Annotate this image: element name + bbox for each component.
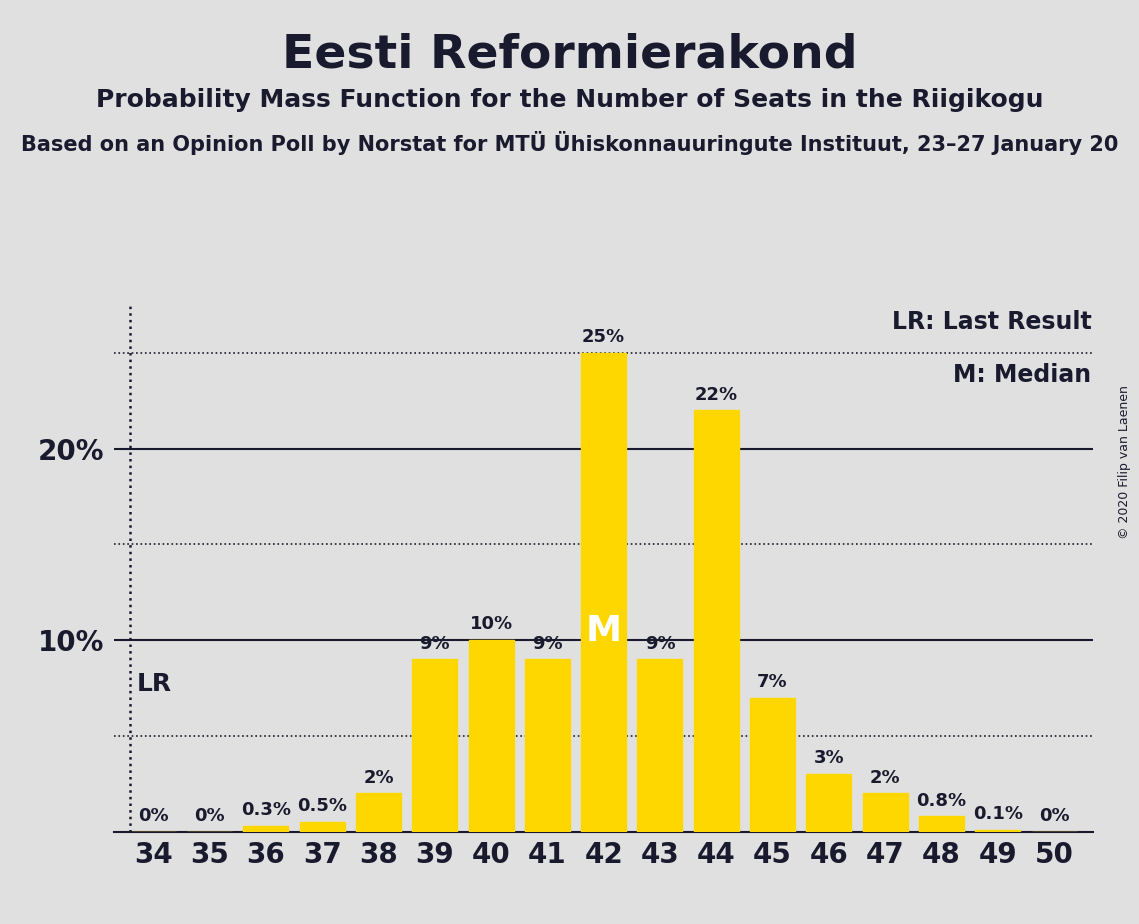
Text: LR: LR (137, 672, 172, 696)
Text: 7%: 7% (757, 673, 788, 691)
Text: Based on an Opinion Poll by Norstat for MTÜ Ühiskonnauuringute Instituut, 23–27 : Based on an Opinion Poll by Norstat for … (21, 131, 1118, 155)
Text: Probability Mass Function for the Number of Seats in the Riigikogu: Probability Mass Function for the Number… (96, 88, 1043, 112)
Bar (468, 640, 514, 832)
Text: 9%: 9% (419, 635, 450, 652)
Bar (638, 659, 682, 832)
Text: 0.8%: 0.8% (917, 792, 967, 809)
Bar (806, 774, 851, 832)
Text: © 2020 Filip van Laenen: © 2020 Filip van Laenen (1118, 385, 1131, 539)
Text: 0%: 0% (1039, 807, 1070, 825)
Text: Eesti Reformierakond: Eesti Reformierakond (281, 32, 858, 78)
Text: 9%: 9% (645, 635, 675, 652)
Bar (412, 659, 457, 832)
Bar (525, 659, 570, 832)
Bar (581, 353, 626, 832)
Bar (919, 816, 964, 832)
Text: 0.3%: 0.3% (240, 801, 290, 820)
Text: 2%: 2% (363, 769, 394, 786)
Bar (244, 826, 288, 832)
Text: M: M (585, 614, 622, 648)
Text: 2%: 2% (870, 769, 901, 786)
Text: LR: Last Result: LR: Last Result (892, 310, 1091, 334)
Bar (694, 410, 739, 832)
Text: 25%: 25% (582, 328, 625, 346)
Text: M: Median: M: Median (953, 363, 1091, 387)
Text: 3%: 3% (813, 749, 844, 768)
Text: 0%: 0% (138, 807, 169, 825)
Text: 9%: 9% (532, 635, 563, 652)
Bar (357, 794, 401, 832)
Text: 0.1%: 0.1% (973, 805, 1023, 823)
Bar (300, 822, 345, 832)
Text: 0%: 0% (195, 807, 224, 825)
Text: 22%: 22% (695, 385, 738, 404)
Text: 10%: 10% (469, 615, 513, 633)
Text: 0.5%: 0.5% (297, 797, 347, 815)
Bar (862, 794, 908, 832)
Bar (975, 830, 1021, 832)
Bar (751, 698, 795, 832)
